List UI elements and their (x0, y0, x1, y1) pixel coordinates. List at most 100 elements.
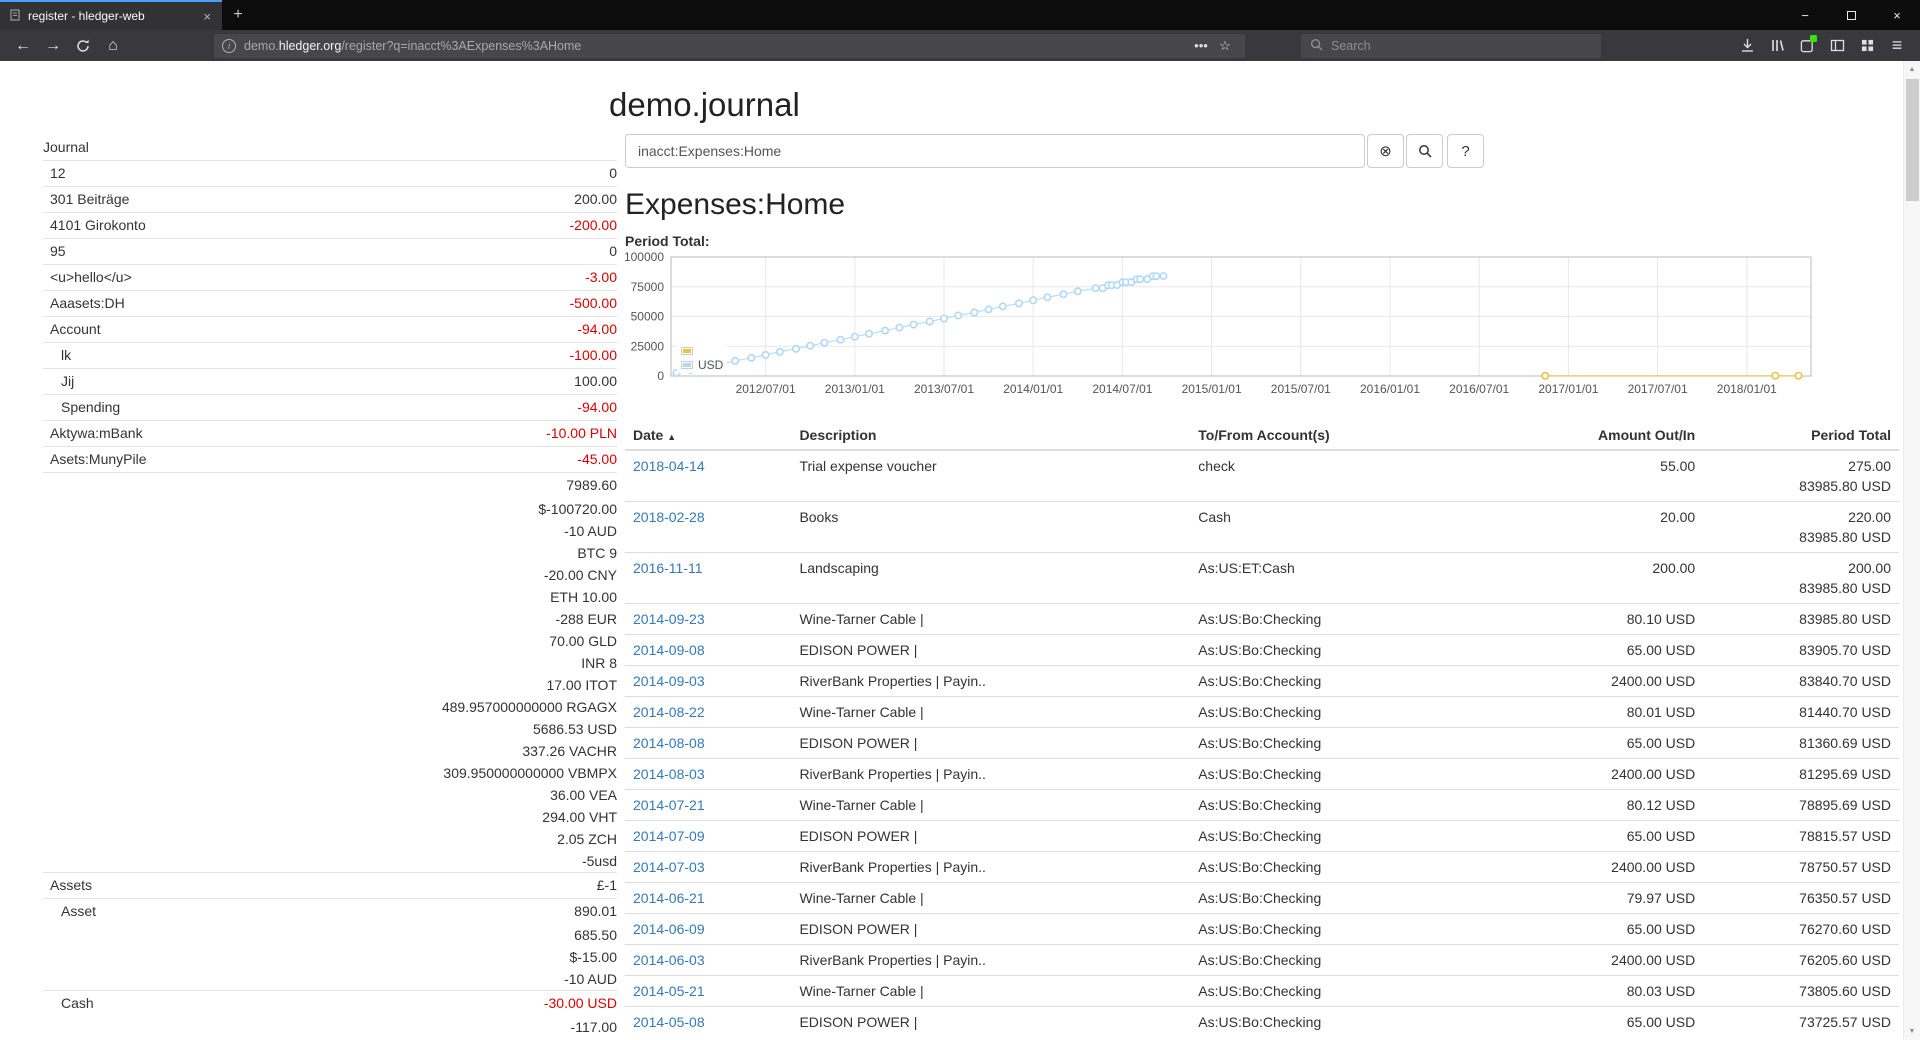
register-row[interactable]: 2014-09-23 Wine-Tarner Cable | As:US:Bo:Ch… (625, 603, 1899, 635)
transaction-date-link[interactable]: 2018-02-28 (633, 509, 705, 525)
register-row[interactable]: 2014-09-03 RiverBank Properties | Payin..… (625, 665, 1899, 697)
register-row[interactable]: 2018-04-14 Trial expense voucher check 55.0… (625, 449, 1899, 502)
submit-search-button[interactable] (1406, 134, 1443, 168)
help-button[interactable]: ? (1447, 134, 1484, 168)
register-row[interactable]: 2014-07-09 EDISON POWER | As:US:Bo:Checkin… (625, 820, 1899, 852)
account-link[interactable]: Spending (61, 399, 121, 415)
register-row[interactable]: 2014-06-21 Wine-Tarner Cable | As:US:Bo:Ch… (625, 882, 1899, 914)
forward-icon[interactable]: → (45, 36, 61, 54)
transaction-date-link[interactable]: 2014-09-23 (633, 611, 705, 627)
account-link[interactable]: Journal (43, 139, 89, 155)
register-row[interactable]: 2014-07-03 RiverBank Properties | Payin..… (625, 851, 1899, 883)
transaction-date-link[interactable]: 2014-06-21 (633, 890, 705, 906)
url-bar[interactable]: i demo.hledger.org/register?q=inacct%3AE… (214, 33, 1245, 58)
scroll-up-icon[interactable]: ▲ (1908, 66, 1916, 73)
navigation-toolbar: ← → ⌂ i demo.hledger.org/register?q=inac… (0, 30, 1920, 61)
titlebar: register - hledger-web × + − × (0, 0, 1920, 30)
account-link[interactable]: Account (50, 321, 101, 337)
account-link[interactable]: lk (61, 347, 72, 363)
downloads-icon[interactable] (1732, 33, 1762, 59)
sidebar-toggle-icon[interactable] (1822, 33, 1852, 59)
transaction-date-link[interactable]: 2014-07-21 (633, 797, 705, 813)
register-row[interactable]: 2014-07-21 Wine-Tarner Cable | As:US:Bo:Ch… (625, 789, 1899, 821)
register-row[interactable]: 2014-08-03 RiverBank Properties | Payin..… (625, 758, 1899, 790)
close-button[interactable]: × (1893, 7, 1901, 23)
scrollbar-thumb[interactable] (1906, 79, 1919, 201)
menu-hamburger-icon[interactable]: ≡ (1891, 35, 1903, 55)
reload-icon[interactable] (68, 33, 98, 59)
bookmark-star-icon[interactable]: ☆ (1219, 37, 1231, 53)
register-row[interactable]: 2014-09-08 EDISON POWER | As:US:Bo:Checkin… (625, 634, 1899, 666)
transaction-amount: 80.03 USD (1504, 975, 1704, 1007)
transaction-description: EDISON POWER | (791, 820, 1191, 852)
sidebar-row: lk -100.00 (43, 342, 617, 368)
register-row[interactable]: 2014-08-22 Wine-Tarner Cable | As:US:Bo:Ch… (625, 696, 1899, 728)
transaction-date-link[interactable]: 2014-06-03 (633, 952, 705, 968)
transaction-date-link[interactable]: 2014-09-03 (633, 673, 705, 689)
tab-favicon-icon (9, 8, 21, 24)
account-link[interactable]: 4101 Girokonto (50, 217, 146, 233)
transaction-amount: 2400.00 USD (1504, 851, 1704, 883)
maximize-button[interactable] (1828, 0, 1874, 30)
account-link[interactable]: 12 (50, 165, 66, 181)
account-link[interactable]: 95 (50, 243, 66, 259)
scroll-down-icon[interactable]: ▼ (1908, 1028, 1916, 1035)
page-actions-icon[interactable]: ••• (1194, 38, 1208, 53)
transaction-date-link[interactable]: 2014-05-08 (633, 1014, 705, 1030)
transaction-date-link[interactable]: 2014-08-22 (633, 704, 705, 720)
back-icon[interactable]: ← (15, 36, 31, 54)
minimize-button[interactable]: − (1801, 7, 1809, 23)
register-row[interactable]: 2014-08-08 EDISON POWER | As:US:Bo:Checkin… (625, 727, 1899, 759)
register-table-body: 2018-04-14 Trial expense voucher check 55.0… (625, 449, 1899, 1037)
transaction-description: RiverBank Properties | Payin.. (791, 851, 1191, 883)
register-row[interactable]: 2014-06-03 RiverBank Properties | Payin..… (625, 944, 1899, 976)
account-link[interactable]: Asets:MunyPile (50, 451, 147, 467)
sidebar-row: -20.00 CNY (43, 564, 617, 586)
account-link[interactable]: Aktywa:mBank (50, 425, 143, 441)
period-total-cell: 275.00 83985.80 USD (1703, 449, 1899, 502)
page-scrollbar[interactable]: ▲ ▼ (1903, 61, 1920, 1040)
account-link[interactable]: 301 Beiträge (50, 191, 130, 207)
register-row[interactable]: 2014-06-09 EDISON POWER | As:US:Bo:Checkin… (625, 913, 1899, 945)
browser-tab[interactable]: register - hledger-web × (0, 0, 222, 30)
transaction-date-link[interactable]: 2014-08-03 (633, 766, 705, 782)
svg-text:2015/07/01: 2015/07/01 (1271, 382, 1331, 396)
tab-close-icon[interactable]: × (203, 8, 211, 24)
transaction-date-link[interactable]: 2018-04-14 (633, 458, 705, 474)
column-header-account: To/From Account(s) (1190, 421, 1505, 451)
library-icon[interactable] (1762, 33, 1792, 59)
transaction-date-link[interactable]: 2014-07-03 (633, 859, 705, 875)
transaction-date-link[interactable]: 2014-07-09 (633, 828, 705, 844)
grid-icon[interactable] (1852, 33, 1882, 59)
account-balance: 70.00 GLD (549, 633, 617, 649)
account-balance: BTC 9 (577, 545, 617, 561)
transaction-date-link[interactable]: 2014-08-08 (633, 735, 705, 751)
svg-text:25000: 25000 (631, 339, 665, 353)
period-total-label: Period Total: (625, 233, 710, 249)
register-row[interactable]: 2016-11-11 Landscaping As:US:ET:Cash 200.00… (625, 552, 1899, 604)
column-header-date[interactable]: Date ▲ (625, 421, 792, 451)
account-balance: -3.00 (585, 269, 617, 285)
svg-text:50000: 50000 (631, 310, 665, 324)
transaction-date-link[interactable]: 2016-11-11 (633, 560, 703, 576)
new-tab-button[interactable]: + (233, 6, 243, 23)
account-link[interactable]: Aaasets:DH (50, 295, 125, 311)
home-icon[interactable]: ⌂ (108, 36, 118, 54)
register-row[interactable]: 2014-05-21 Wine-Tarner Cable | As:US:Bo:Ch… (625, 975, 1899, 1007)
query-input[interactable] (625, 134, 1365, 168)
account-link[interactable]: Cash (61, 995, 94, 1011)
transaction-account: As:US:Bo:Checking (1190, 820, 1505, 852)
account-link[interactable]: Jij (61, 373, 75, 389)
clear-query-button[interactable]: ⊗ (1367, 134, 1404, 168)
transaction-date-link[interactable]: 2014-09-08 (633, 642, 705, 658)
account-link[interactable]: Asset (61, 903, 97, 919)
transaction-date-link[interactable]: 2014-05-21 (633, 983, 705, 999)
browser-search-bar[interactable]: Search (1301, 33, 1601, 58)
account-link[interactable]: <u>hello</u> (50, 269, 132, 285)
site-info-icon[interactable]: i (222, 38, 236, 53)
transaction-date-link[interactable]: 2014-06-09 (633, 921, 705, 937)
register-row[interactable]: 2014-05-08 EDISON POWER | As:US:Bo:Checkin… (625, 1006, 1899, 1037)
account-link[interactable]: Assets (50, 877, 93, 893)
register-row[interactable]: 2018-02-28 Books Cash 20.00 220.00 83985.80 U… (625, 501, 1899, 553)
extension-icon-with-badge[interactable] (1792, 33, 1822, 59)
